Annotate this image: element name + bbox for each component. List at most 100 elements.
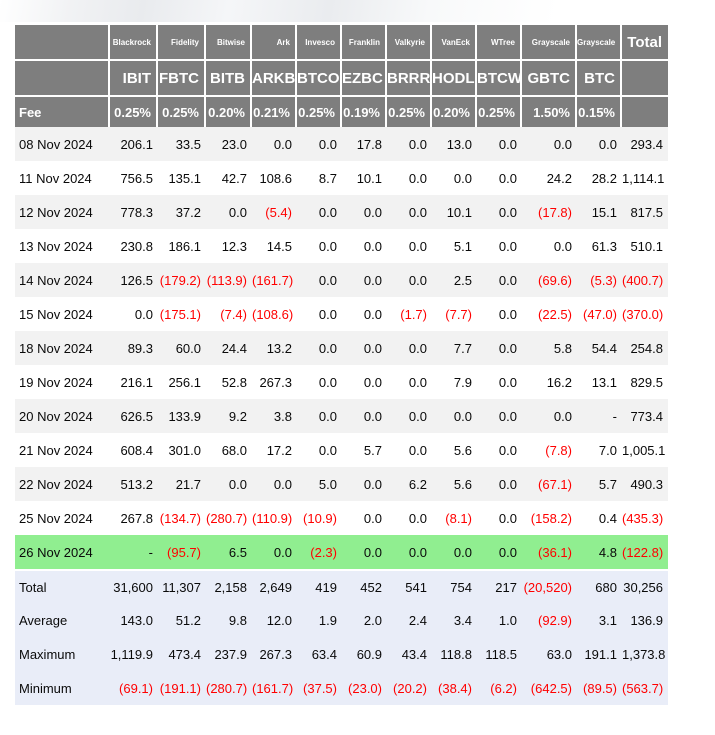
provider-header: Franklin: [342, 25, 387, 61]
table-body: 08 Nov 2024 206.1 33.5 23.0 0.0 0.0 17.8 0.0 13.…: [15, 127, 668, 569]
value-cell: 0.0: [477, 195, 522, 229]
value-cell: 13.2: [252, 331, 297, 365]
summary-value-cell: 2,158: [206, 569, 252, 603]
value-cell: (69.6): [522, 263, 577, 297]
fee-value: 1.50%: [522, 97, 577, 127]
value-cell: 0.0: [297, 331, 342, 365]
ticker-header: BITB: [206, 61, 252, 97]
value-cell: 7.7: [432, 331, 477, 365]
table-row: 25 Nov 2024 267.8 (134.7) (280.7) (110.9) (10…: [15, 501, 668, 535]
summary-label: Maximum: [15, 637, 110, 671]
provider-header: Valkyrie: [387, 25, 432, 61]
summary-value-cell: 419: [297, 569, 342, 603]
row-total-cell: (122.8): [622, 535, 668, 569]
value-cell: 0.0: [408, 238, 427, 254]
summary-value-cell: 754: [432, 569, 477, 603]
value-cell: 0.0: [252, 535, 297, 569]
summary-value-cell: 63.0: [522, 637, 577, 671]
value-cell: 126.5: [110, 263, 158, 297]
row-total-cell: 1,005.1: [622, 442, 666, 458]
provider-header: Fidelity: [158, 25, 206, 61]
value-cell: 54.4: [577, 331, 622, 365]
summary-value-cell: 1.0: [477, 603, 522, 637]
fee-label: Fee: [15, 97, 110, 127]
provider-header: Invesco: [297, 25, 342, 61]
value-cell: (134.7): [159, 510, 201, 526]
value-cell: 5.8: [522, 331, 577, 365]
summary-value-cell: 11,307: [158, 569, 206, 603]
ticker-header: GBTC: [522, 61, 577, 97]
provider-header: Blackrock: [110, 25, 158, 61]
value-cell: (280.7): [206, 510, 248, 526]
summary-label: Total: [15, 569, 110, 603]
value-cell: 133.9: [158, 399, 206, 433]
table-row: 18 Nov 2024 89.3 60.0 24.4 13.2 0.0 0.0 0.0 7.7 0…: [15, 331, 668, 365]
value-cell: 0.0: [477, 535, 522, 569]
value-cell: 12.3: [221, 238, 247, 254]
ticker-header: BTCO: [297, 61, 342, 97]
summary-value-cell: 267.3: [252, 637, 297, 671]
value-cell: (5.3): [577, 263, 622, 297]
date-cell: 18 Nov 2024: [15, 331, 110, 365]
provider-header: Grayscale: [577, 25, 622, 61]
value-cell: 0.0: [498, 510, 517, 526]
value-cell: 0.0: [342, 399, 387, 433]
value-cell: (1.7): [400, 306, 427, 322]
value-cell: 0.0: [297, 127, 342, 161]
total-header: Total: [622, 25, 668, 61]
summary-value-cell: 2.0: [342, 603, 387, 637]
value-cell: 17.2: [266, 442, 292, 458]
date-cell: 14 Nov 2024: [15, 263, 110, 297]
summary-total-cell: (563.7): [622, 671, 668, 705]
summary-value-cell: (89.5): [577, 671, 622, 705]
value-cell: (22.5): [538, 306, 572, 322]
value-cell: 0.0: [363, 374, 382, 390]
summary-value-cell: 1,119.9: [110, 637, 158, 671]
summary-value-cell: 63.4: [297, 637, 342, 671]
value-cell: (179.2): [158, 263, 206, 297]
value-cell: (36.1): [522, 535, 577, 569]
value-cell: 0.0: [206, 195, 252, 229]
value-cell: 60.0: [158, 331, 206, 365]
value-cell: 0.0: [342, 331, 387, 365]
value-cell: 0.0: [408, 510, 427, 526]
summary-value-cell: (161.7): [252, 671, 297, 705]
summary-row: Minimum (69.1) (191.1) (280.7) (161.7) (37.5)…: [15, 671, 668, 705]
date-cell: 15 Nov 2024: [19, 306, 93, 322]
table-row: 13 Nov 2024 230.8 186.1 12.3 14.5 0.0 0.0 0.0 5.…: [15, 229, 668, 263]
value-cell: 0.4: [598, 510, 617, 526]
value-cell: 7.9: [453, 374, 472, 390]
summary-label: Average: [15, 603, 110, 637]
summary-value-cell: 680: [577, 569, 622, 603]
value-cell: 0.0: [342, 535, 387, 569]
value-cell: 0.0: [252, 127, 297, 161]
summary-value-cell: (642.5): [522, 671, 577, 705]
value-cell: 5.7: [577, 467, 622, 501]
row-total-cell: 817.5: [622, 195, 668, 229]
value-cell: 0.0: [387, 535, 432, 569]
date-cell: 12 Nov 2024: [15, 195, 110, 229]
value-cell: (110.9): [252, 510, 293, 526]
value-cell: 0.0: [318, 306, 337, 322]
value-cell: 0.0: [477, 127, 522, 161]
value-cell: 14.5: [266, 238, 292, 254]
table-row: 26 Nov 2024- (95.7) 6.5 0.0 (2.3) 0.0 0.0 0.0 0.…: [15, 535, 668, 569]
value-cell: 0.0: [498, 238, 517, 254]
summary-value-cell: (38.4): [432, 671, 477, 705]
summary-value-cell: (6.2): [477, 671, 522, 705]
summary-value-cell: 118.8: [432, 637, 477, 671]
value-cell: (108.6): [252, 306, 294, 322]
value-cell: 0.0: [408, 442, 427, 458]
date-cell: 19 Nov 2024: [19, 374, 93, 390]
value-cell: 37.2: [158, 195, 206, 229]
value-cell: (7.8): [545, 442, 572, 458]
value-cell: 0.0: [318, 442, 337, 458]
summary-total-cell: 136.9: [622, 603, 668, 637]
value-cell: 17.8: [342, 127, 387, 161]
value-cell: 0.0: [477, 399, 522, 433]
value-cell: 13.0: [432, 127, 477, 161]
date-cell: 22 Nov 2024: [15, 467, 110, 501]
value-cell: 0.0: [432, 399, 477, 433]
fee-value: 0.25%: [110, 97, 158, 127]
value-cell: 68.0: [221, 442, 247, 458]
